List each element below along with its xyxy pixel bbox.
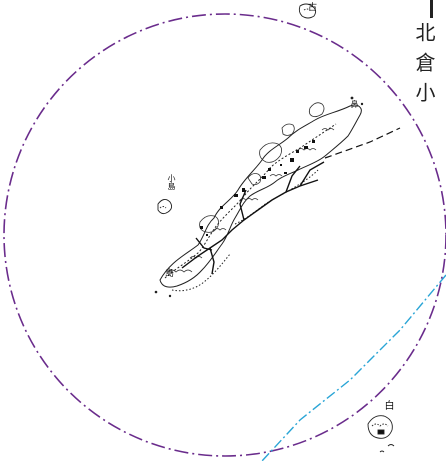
roads [181,161,325,275]
north-islet [298,3,317,19]
main-island [159,104,362,292]
label-south-islet: 白 [382,400,393,410]
south-islet [367,415,395,453]
label-north-hamlet: 古 [306,2,316,11]
coast-detail [167,102,335,273]
boundary-circle [3,13,446,457]
west-islet [157,199,173,215]
map-side-title: 北倉小 [412,22,436,112]
offshore-rocks [154,96,364,298]
dashed-route [261,274,446,461]
label-east-cape: 鼻 [350,100,359,108]
label-islet-west: 小島 [167,174,176,190]
map-edge-mark [430,0,433,18]
label-port-west: 島 [163,268,173,277]
offshore-track [324,127,401,159]
settlement-icon [200,140,315,236]
